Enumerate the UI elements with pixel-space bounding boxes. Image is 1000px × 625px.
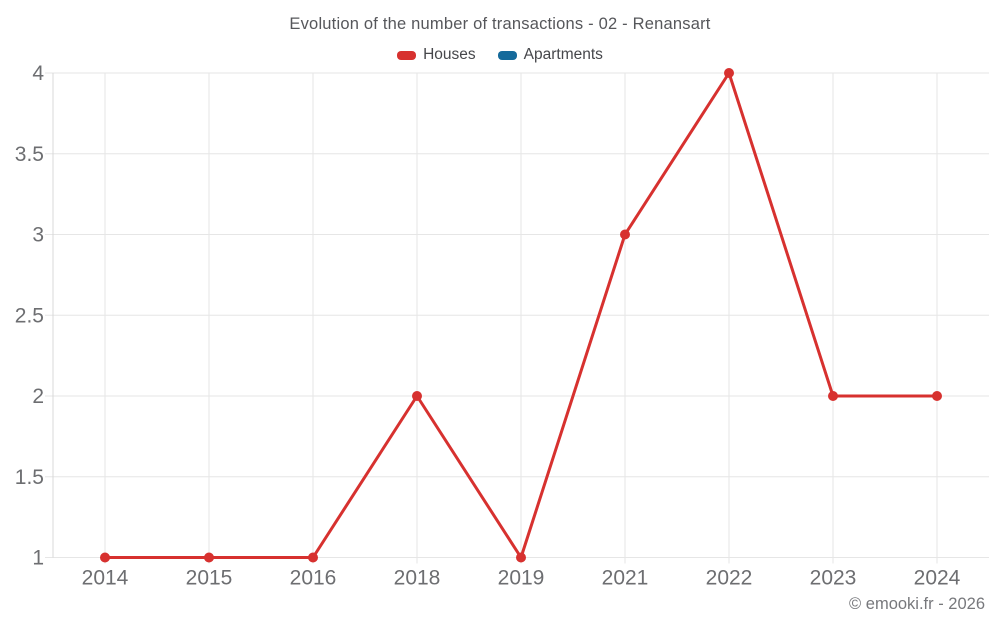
x-tick-label: 2018 (394, 567, 441, 590)
x-tick-label: 2021 (602, 567, 649, 590)
data-point-houses-2022[interactable] (724, 68, 734, 78)
x-tick-label: 2024 (914, 567, 961, 590)
apartments-swatch-icon (497, 50, 517, 60)
data-point-houses-2021[interactable] (620, 229, 630, 240)
x-tick-label: 2016 (290, 567, 337, 590)
houses-swatch-icon (397, 50, 417, 60)
y-tick-label: 1 (32, 547, 44, 570)
x-tick-label: 2019 (498, 567, 545, 590)
data-point-houses-2019[interactable] (516, 552, 526, 563)
legend-item-apartments[interactable]: Apartments (497, 46, 603, 64)
chart-title: Evolution of the number of transactions … (289, 15, 711, 33)
y-tick-label: 2.5 (15, 304, 44, 327)
x-tick-label: 2014 (82, 567, 129, 590)
data-point-houses-2016[interactable] (308, 552, 318, 563)
y-tick-label: 4 (32, 62, 44, 85)
footer-credit: © emooki.fr - 2026 (849, 595, 985, 613)
y-tick-label: 3 (32, 224, 44, 247)
y-tick-label: 2 (32, 385, 44, 408)
chart-legend: Houses Apartments (0, 45, 1000, 65)
data-point-houses-2015[interactable] (204, 552, 214, 563)
data-point-houses-2023[interactable] (828, 391, 838, 401)
data-point-houses-2014[interactable] (100, 552, 110, 563)
y-tick-label: 3.5 (15, 143, 44, 166)
legend-item-houses[interactable]: Houses (397, 46, 476, 64)
data-point-houses-2024[interactable] (932, 391, 942, 401)
x-tick-label: 2023 (810, 567, 857, 590)
x-tick-label: 2022 (706, 567, 753, 590)
legend-label-apartments: Apartments (523, 46, 603, 63)
legend-label-houses: Houses (423, 46, 476, 63)
data-point-houses-2018[interactable] (412, 391, 422, 401)
y-tick-label: 1.5 (15, 466, 44, 489)
x-tick-label: 2015 (186, 567, 233, 590)
